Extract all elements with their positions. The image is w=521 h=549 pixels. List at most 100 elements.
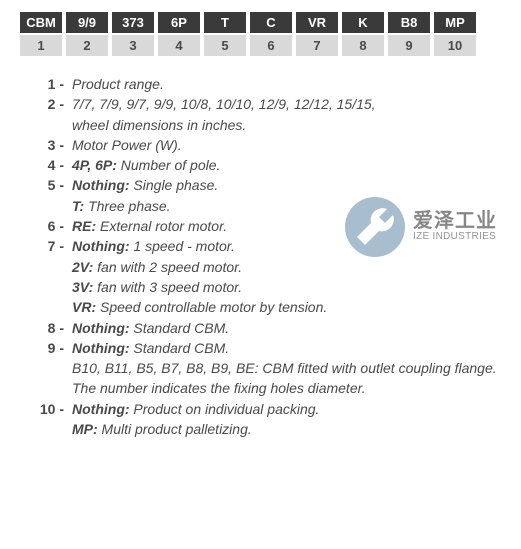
code-top-cell: 6P xyxy=(158,12,200,33)
code-top-cell: B8 xyxy=(388,12,430,33)
code-top-cell: 373 xyxy=(112,12,154,33)
definition-body: Motor Power (W). xyxy=(72,135,501,155)
code-header-bottom-row: 12345678910 xyxy=(20,35,501,56)
keyword: Nothing: xyxy=(72,320,130,336)
description-text: Three phase. xyxy=(84,198,170,214)
keyword: Nothing: xyxy=(72,340,130,356)
definition-body: Nothing: Standard CBM. xyxy=(72,318,501,338)
definition-body: Product range. xyxy=(72,74,501,94)
definition-number: 3 - xyxy=(36,135,72,155)
keyword: Nothing: xyxy=(72,238,130,254)
code-bottom-cell: 10 xyxy=(434,35,476,56)
keyword: 2V: xyxy=(72,259,93,275)
definition-body: RE: External rotor motor. xyxy=(72,216,501,236)
description-text: Multi product palletizing. xyxy=(98,421,252,437)
definition-row: 9 -Nothing: Standard CBM. B10, B11, B5, B… xyxy=(36,338,501,399)
definition-line: wheel dimensions in inches. xyxy=(72,115,501,135)
definition-row: 10 -Nothing: Product on individual packi… xyxy=(36,399,501,440)
keyword: MP: xyxy=(72,421,98,437)
code-top-cell: CBM xyxy=(20,12,62,33)
definition-number: 4 - xyxy=(36,155,72,175)
description-text: wheel dimensions in inches. xyxy=(72,117,246,133)
description-text: Number of pole. xyxy=(117,157,221,173)
code-bottom-cell: 3 xyxy=(112,35,154,56)
code-top-cell: VR xyxy=(296,12,338,33)
definition-line: Nothing: Standard CBM. xyxy=(72,338,501,358)
definition-line: 2V: fan with 2 speed motor. xyxy=(72,257,501,277)
definition-line: VR: Speed controllable motor by tension. xyxy=(72,297,501,317)
definition-line: Nothing: Standard CBM. xyxy=(72,318,501,338)
code-top-cell: 9/9 xyxy=(66,12,108,33)
code-bottom-cell: 8 xyxy=(342,35,384,56)
definition-row: 5 -Nothing: Single phase.T: Three phase. xyxy=(36,175,501,216)
definition-line: T: Three phase. xyxy=(72,196,501,216)
definition-line: 4P, 6P: Number of pole. xyxy=(72,155,501,175)
code-bottom-cell: 9 xyxy=(388,35,430,56)
definition-body: Nothing: Single phase.T: Three phase. xyxy=(72,175,501,216)
definition-row: 1 -Product range. xyxy=(36,74,501,94)
code-bottom-cell: 5 xyxy=(204,35,246,56)
definition-line: Nothing: Product on individual packing. xyxy=(72,399,501,419)
definition-number: 1 - xyxy=(36,74,72,94)
code-bottom-cell: 1 xyxy=(20,35,62,56)
definition-row: 6 -RE: External rotor motor. xyxy=(36,216,501,236)
code-top-cell: T xyxy=(204,12,246,33)
definition-line: MP: Multi product palletizing. xyxy=(72,419,501,439)
description-text: fan with 2 speed motor. xyxy=(93,259,242,275)
keyword: 3V: xyxy=(72,279,93,295)
definition-number: 6 - xyxy=(36,216,72,236)
definition-number: 8 - xyxy=(36,318,72,338)
definition-row: 8 -Nothing: Standard CBM. xyxy=(36,318,501,338)
keyword: T: xyxy=(72,198,84,214)
definition-row: 2 -7/7, 7/9, 9/7, 9/9, 10/8, 10/10, 12/9… xyxy=(36,94,501,135)
code-bottom-cell: 2 xyxy=(66,35,108,56)
keyword: Nothing: xyxy=(72,177,130,193)
definition-line: Nothing: 1 speed - motor. xyxy=(72,236,501,256)
description-text: Standard CBM. xyxy=(130,340,230,356)
definition-number: 2 - xyxy=(36,94,72,114)
keyword: Nothing: xyxy=(72,401,130,417)
definition-line: Nothing: Single phase. xyxy=(72,175,501,195)
definition-line: Motor Power (W). xyxy=(72,135,501,155)
description-text: B10, B11, B5, B7, B8, B9, BE: CBM fitted… xyxy=(72,360,497,376)
description-text: The number indicates the fixing holes di… xyxy=(72,380,366,396)
definition-line: Product range. xyxy=(72,74,501,94)
description-text: 7/7, 7/9, 9/7, 9/9, 10/8, 10/10, 12/9, 1… xyxy=(72,96,376,112)
definition-number: 10 - xyxy=(36,399,72,419)
keyword: VR: xyxy=(72,299,96,315)
definition-row: 3 -Motor Power (W). xyxy=(36,135,501,155)
description-text: Standard CBM. xyxy=(130,320,230,336)
code-top-cell: K xyxy=(342,12,384,33)
definition-line: B10, B11, B5, B7, B8, B9, BE: CBM fitted… xyxy=(72,358,501,378)
description-text: 1 speed - motor. xyxy=(130,238,235,254)
description-text: fan with 3 speed motor. xyxy=(93,279,242,295)
keyword: 4P, 6P: xyxy=(72,157,117,173)
definition-number: 7 - xyxy=(36,236,72,256)
definition-body: 4P, 6P: Number of pole. xyxy=(72,155,501,175)
keyword: RE: xyxy=(72,218,96,234)
code-bottom-cell: 4 xyxy=(158,35,200,56)
definition-line: 3V: fan with 3 speed motor. xyxy=(72,277,501,297)
definition-line: RE: External rotor motor. xyxy=(72,216,501,236)
definition-body: Nothing: 1 speed - motor.2V: fan with 2 … xyxy=(72,236,501,317)
definition-body: 7/7, 7/9, 9/7, 9/9, 10/8, 10/10, 12/9, 1… xyxy=(72,94,501,135)
definition-number: 9 - xyxy=(36,338,72,358)
code-bottom-cell: 6 xyxy=(250,35,292,56)
definition-body: Nothing: Product on individual packing.M… xyxy=(72,399,501,440)
definition-number: 5 - xyxy=(36,175,72,195)
description-text: Motor Power (W). xyxy=(72,137,182,153)
description-text: Single phase. xyxy=(130,177,219,193)
definition-line: The number indicates the fixing holes di… xyxy=(72,378,501,398)
code-top-cell: MP xyxy=(434,12,476,33)
description-text: Product range. xyxy=(72,76,164,92)
code-header-top-row: CBM9/93736PTCVRKB8MP xyxy=(20,12,501,33)
definition-row: 4 -4P, 6P: Number of pole. xyxy=(36,155,501,175)
definition-body: Nothing: Standard CBM. B10, B11, B5, B7, … xyxy=(72,338,501,399)
description-text: External rotor motor. xyxy=(96,218,227,234)
definitions-list: 1 -Product range.2 -7/7, 7/9, 9/7, 9/9, … xyxy=(20,74,501,439)
code-top-cell: C xyxy=(250,12,292,33)
description-text: Product on individual packing. xyxy=(130,401,320,417)
definition-line: 7/7, 7/9, 9/7, 9/9, 10/8, 10/10, 12/9, 1… xyxy=(72,94,501,114)
code-bottom-cell: 7 xyxy=(296,35,338,56)
description-text: Speed controllable motor by tension. xyxy=(96,299,327,315)
